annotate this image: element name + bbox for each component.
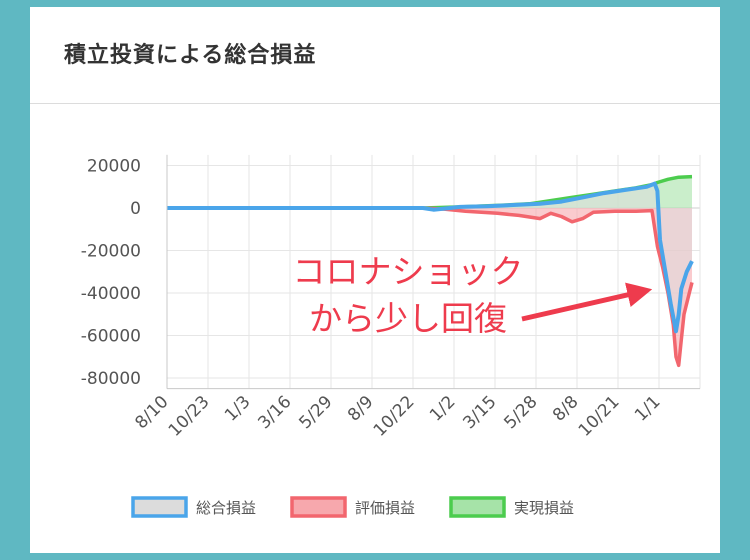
- annotation-arrow: [521, 282, 653, 322]
- x-tick-label: 1/2: [426, 392, 459, 425]
- x-tick-label: 3/15: [459, 392, 500, 433]
- x-tick-label: 1/3: [221, 392, 254, 425]
- card-title: 積立投資による総合損益: [64, 43, 317, 68]
- x-tick-label: 1/1: [631, 392, 664, 425]
- y-tick-label: -60000: [81, 327, 141, 347]
- line-total: [167, 181, 694, 334]
- legend-label: 実現損益: [514, 499, 574, 517]
- annotation-line-2: から少し回復: [309, 299, 507, 338]
- legend-swatch: [449, 496, 506, 518]
- x-tick-label: 8/9: [344, 392, 377, 425]
- y-tick-label: -20000: [81, 242, 141, 262]
- card-header: 積立投資による総合損益: [30, 7, 720, 104]
- y-tick-label: 20000: [87, 157, 141, 177]
- x-tick-label: 8/8: [549, 392, 582, 425]
- x-tick-label: 10/23: [165, 392, 214, 441]
- legend: 総合損益 評価損益 実現損益: [131, 496, 574, 518]
- y-tick-label: -80000: [81, 369, 141, 389]
- x-tick-label: 10/22: [370, 392, 419, 441]
- legend-swatch: [290, 496, 347, 518]
- profit-chart: 20000 0 -20000 -40000 -60000 -80000 8/1010/23…: [81, 154, 701, 518]
- legend-swatch: [131, 496, 188, 518]
- chart-card: 積立投資による総合損益 20000 0 -20000 -40000 -60000 -800…: [30, 7, 720, 553]
- legend-label: 総合損益: [196, 499, 256, 517]
- series-lines: [167, 174, 694, 368]
- y-tick-label: -40000: [81, 284, 141, 304]
- line-unrealized: [167, 206, 694, 368]
- annotation-line-1: コロナショック: [293, 252, 524, 291]
- x-tick-label: 5/29: [295, 392, 336, 433]
- legend-label: 評価損益: [355, 499, 415, 517]
- axes: [166, 154, 700, 390]
- y-tick-label: 0: [130, 199, 141, 219]
- area-total: [167, 183, 692, 332]
- x-tick-label: 3/16: [254, 392, 295, 433]
- x-tick-label: 10/21: [575, 392, 624, 441]
- y-axis-ticks: 20000 0 -20000 -40000 -60000 -80000: [81, 157, 141, 390]
- x-tick-label: 5/28: [500, 392, 541, 433]
